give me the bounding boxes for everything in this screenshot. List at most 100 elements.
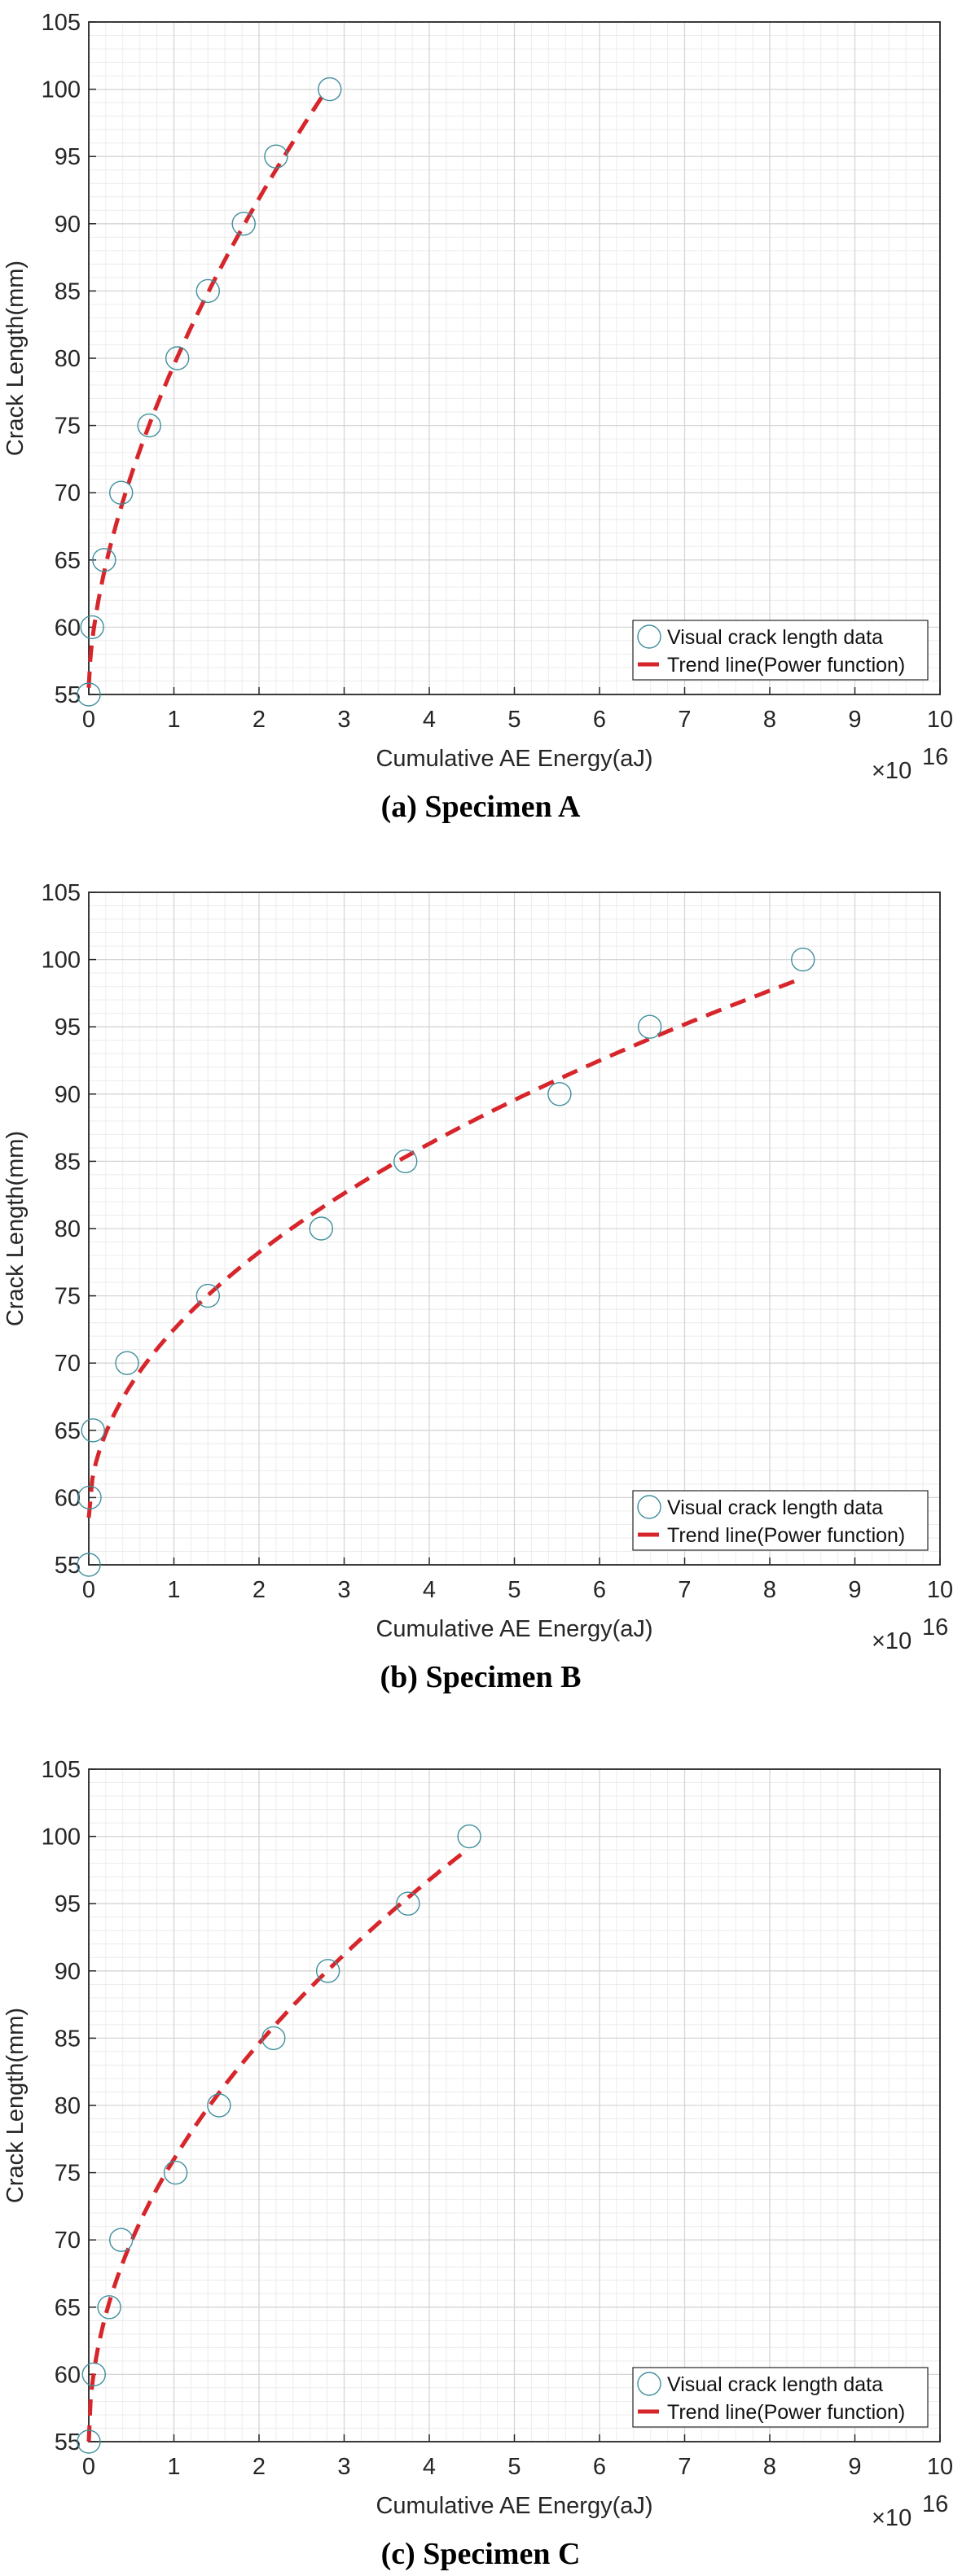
x-tick-label: 3 bbox=[337, 2454, 350, 2480]
x-tick-label: 6 bbox=[593, 707, 606, 733]
x-tick-label: 9 bbox=[848, 2454, 861, 2480]
y-tick-label: 100 bbox=[42, 948, 81, 974]
y-tick-label: 60 bbox=[55, 615, 81, 641]
x-tick-label: 4 bbox=[423, 2454, 436, 2480]
y-tick-label: 70 bbox=[55, 1351, 81, 1377]
trend-line bbox=[86, 90, 327, 688]
data-point bbox=[137, 413, 161, 438]
data-point bbox=[457, 1824, 481, 1849]
y-tick-label: 75 bbox=[55, 2161, 81, 2187]
y-tick-label: 80 bbox=[55, 346, 81, 372]
x-tick-label: 2 bbox=[253, 707, 266, 733]
x-tick-label: 8 bbox=[763, 707, 776, 733]
x-exponent-label: 16 bbox=[922, 2491, 948, 2517]
y-axis-label: Crack Length(mm) bbox=[2, 1131, 29, 1326]
data-point bbox=[264, 144, 288, 169]
plot-area-border bbox=[88, 892, 941, 1566]
data-point bbox=[80, 615, 104, 640]
y-tick-label: 105 bbox=[42, 10, 81, 36]
x-tick-label: 0 bbox=[82, 707, 95, 733]
x-tick-label: 1 bbox=[167, 1577, 180, 1603]
x-tick-label: 8 bbox=[763, 2454, 776, 2480]
data-point bbox=[315, 1959, 340, 1983]
x-tick-label: 6 bbox=[593, 2454, 606, 2480]
y-tick-label: 95 bbox=[55, 1891, 81, 1917]
x-tick-label: 5 bbox=[507, 2454, 521, 2480]
x-axis-label: Cumulative AE Energy(aJ) bbox=[376, 746, 652, 772]
y-axis-label: Crack Length(mm) bbox=[2, 2008, 29, 2203]
y-tick-label: 65 bbox=[55, 1418, 81, 1444]
x-tick-label: 5 bbox=[507, 707, 521, 733]
x-tick-label: 8 bbox=[763, 1577, 776, 1603]
y-tick-label: 100 bbox=[42, 77, 81, 103]
caption: (c) Specimen C bbox=[381, 2537, 581, 2571]
y-tick-label: 65 bbox=[55, 2295, 81, 2321]
x-tick-label: 7 bbox=[678, 707, 691, 733]
data-point bbox=[791, 947, 815, 972]
y-tick-label: 55 bbox=[55, 2429, 81, 2456]
chart-panel-a: 0 1 2 3 4 5 6 7 8 9 10 55 60 65 70 75 80 85 90 95 100 105 Visu… bbox=[2, 10, 953, 824]
plot-area-border bbox=[88, 1768, 941, 2442]
data-point bbox=[261, 2026, 286, 2051]
legend-label-trend: Trend line(Power function) bbox=[667, 1524, 905, 1547]
data-point bbox=[92, 548, 116, 572]
x-tick-label: 2 bbox=[253, 2454, 266, 2480]
y-tick-label: 65 bbox=[55, 548, 81, 574]
x-tick-label: 1 bbox=[167, 707, 180, 733]
legend-circle-icon bbox=[637, 2372, 661, 2396]
trend-line bbox=[86, 1847, 469, 2442]
legend: Visual crack length data Trend line(Power… bbox=[632, 1490, 929, 1551]
data-point bbox=[115, 1351, 139, 1375]
legend-circle-icon bbox=[637, 1495, 661, 1519]
y-tick-label: 70 bbox=[55, 480, 81, 506]
x-axis-label: Cumulative AE Energy(aJ) bbox=[376, 2493, 652, 2519]
y-tick-label: 90 bbox=[55, 212, 81, 238]
x-tick-label: 7 bbox=[678, 1577, 691, 1603]
data-point bbox=[97, 2295, 121, 2320]
y-tick-label: 70 bbox=[55, 2228, 81, 2254]
data-point bbox=[195, 1283, 221, 1308]
y-tick-label: 95 bbox=[55, 1014, 81, 1040]
data-point bbox=[396, 1891, 420, 1916]
caption: (b) Specimen B bbox=[380, 1660, 582, 1694]
x-tick-label: 0 bbox=[82, 1577, 95, 1603]
legend-box bbox=[632, 2367, 929, 2428]
y-tick-label: 85 bbox=[55, 2026, 81, 2052]
y-tick-label: 95 bbox=[55, 144, 81, 170]
data-point bbox=[109, 480, 134, 505]
data-point bbox=[207, 2093, 231, 2118]
x-tick-label: 6 bbox=[593, 1577, 606, 1603]
x-tick-label: 9 bbox=[848, 707, 861, 733]
y-tick-label: 85 bbox=[55, 1149, 81, 1175]
y-tick-label: 60 bbox=[55, 1485, 81, 1511]
x-tick-label: 4 bbox=[423, 707, 436, 733]
x-tick-label: 9 bbox=[848, 1577, 861, 1603]
y-tick-label: 80 bbox=[55, 2093, 81, 2119]
x-tick-label: 3 bbox=[337, 1577, 350, 1603]
data-point bbox=[109, 2228, 134, 2252]
legend-label-trend: Trend line(Power function) bbox=[667, 2401, 905, 2424]
data-point bbox=[77, 1485, 102, 1510]
data-point bbox=[195, 278, 221, 304]
y-tick-label: 55 bbox=[55, 682, 81, 708]
x-tick-label: 0 bbox=[82, 2454, 95, 2480]
x-multiplier-label: ×10 bbox=[872, 2505, 911, 2531]
plot-area-border bbox=[88, 21, 941, 695]
legend-box bbox=[632, 1490, 929, 1551]
chart-panel-c: 0 1 2 3 4 5 6 7 8 9 10 55 60 65 70 75 80 85 90 95 100 105 Visu… bbox=[2, 1757, 953, 2571]
x-tick-label: 10 bbox=[927, 2454, 953, 2480]
x-tick-label: 5 bbox=[507, 1577, 521, 1603]
y-tick-label: 105 bbox=[42, 880, 81, 906]
y-tick-label: 90 bbox=[55, 1959, 81, 1985]
x-tick-label: 10 bbox=[927, 1577, 953, 1603]
y-axis-label: Crack Length(mm) bbox=[2, 261, 29, 456]
y-tick-label: 85 bbox=[55, 278, 81, 304]
legend-box bbox=[632, 620, 929, 681]
y-tick-label: 100 bbox=[42, 1825, 81, 1851]
data-point bbox=[231, 212, 256, 236]
chart-panel-b: 0 1 2 3 4 5 6 7 8 9 10 55 60 65 70 75 80 85 90 95 100 105 Visu… bbox=[2, 880, 953, 1694]
x-multiplier-label: ×10 bbox=[872, 1628, 911, 1654]
y-tick-label: 75 bbox=[55, 414, 81, 440]
legend: Visual crack length data Trend line(Power… bbox=[632, 620, 929, 681]
